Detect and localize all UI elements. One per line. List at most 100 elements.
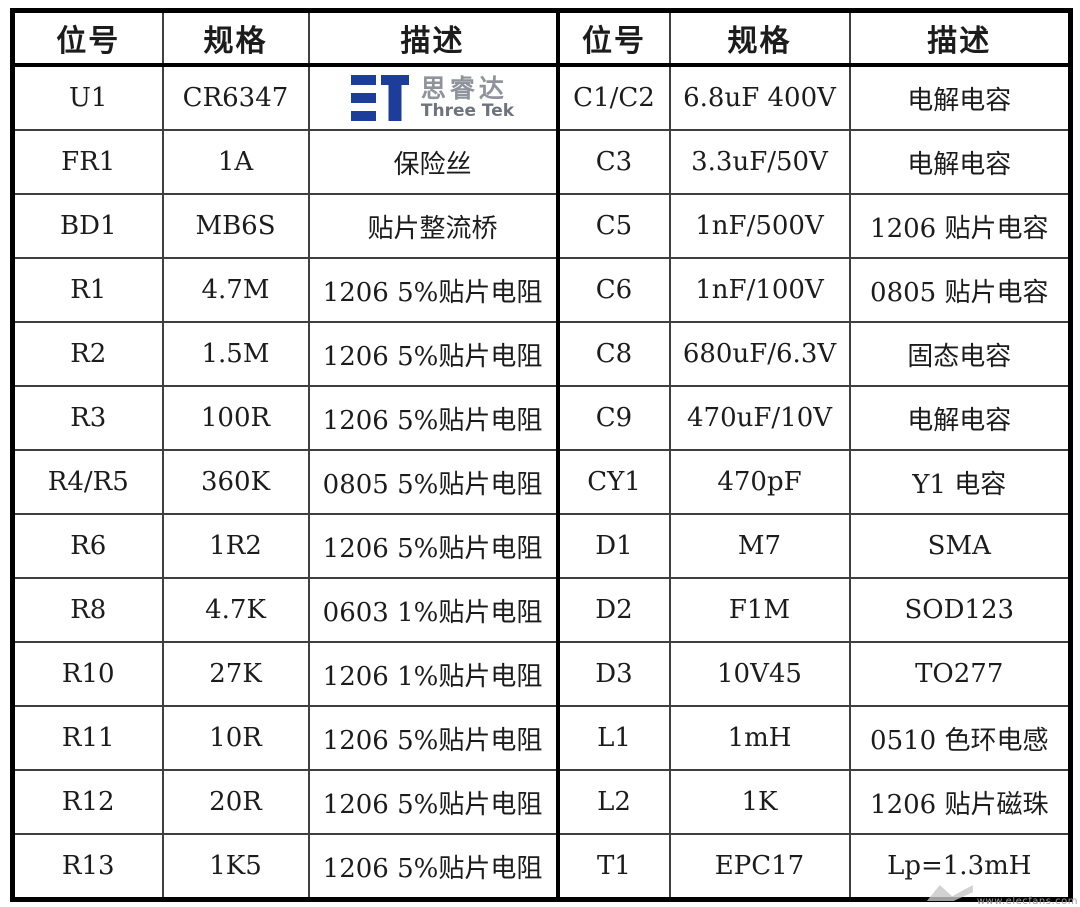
brand-name-cn: 思睿达 <box>420 74 508 103</box>
cell-designator: R4/R5 <box>11 449 164 515</box>
cell-spec: 3.3uF/50V <box>668 129 851 195</box>
logo-tee-stem <box>388 75 402 121</box>
cell-spec: F1M <box>668 577 851 643</box>
cell-spec: 1K <box>668 769 851 835</box>
table-row: R10 27K 1206 1%贴片电阻 D3 10V45 TO277 <box>11 641 1072 707</box>
col-header-description-left: 描述 <box>307 9 559 67</box>
table-row: FR1 1A 保险丝 C3 3.3uF/50V 电解电容 <box>11 129 1072 195</box>
cell-designator: U1 <box>11 64 164 131</box>
col-header-spec-right: 规格 <box>668 9 851 67</box>
watermark-text: www.elecfans.com <box>976 896 1078 907</box>
table-row: U1 CR6347 思睿达 Three Tek C1/C2 6.8uF 400V 电解… <box>11 64 1072 131</box>
cell-designator: D3 <box>555 641 671 707</box>
cell-designator: C1/C2 <box>555 64 671 131</box>
cell-spec: 10R <box>161 705 310 771</box>
logo-tee <box>380 75 409 121</box>
cell-spec: 1nF/500V <box>668 193 851 259</box>
header-row: 位号 规格 描述 位号 规格 描述 <box>11 9 1072 67</box>
cell-spec: CR6347 <box>161 64 310 131</box>
cell-description: 固态电容 <box>848 321 1072 387</box>
watermark-logo-shape <box>926 885 973 901</box>
cell-designator: T1 <box>555 833 671 901</box>
table-row: R11 10R 1206 5%贴片电阻 L1 1mH 0510 色环电感 <box>11 705 1072 771</box>
col-header-designator-left: 位号 <box>11 9 164 67</box>
cell-designator: D2 <box>555 577 671 643</box>
cell-designator: C6 <box>555 257 671 323</box>
cell-designator: R2 <box>11 321 164 387</box>
cell-spec: 4.7M <box>161 257 310 323</box>
table-row: R12 20R 1206 5%贴片电阻 L2 1K 1206 贴片磁珠 <box>11 769 1072 835</box>
cell-spec: 470pF <box>668 449 851 515</box>
threetek-logo-text: 思睿达 Three Tek <box>421 76 514 120</box>
cell-description: 1206 5%贴片电阻 <box>307 705 559 771</box>
cell-designator: C3 <box>555 129 671 195</box>
cell-designator: R10 <box>11 641 164 707</box>
cell-description: 电解电容 <box>848 129 1072 195</box>
cell-spec: 1.5M <box>161 321 310 387</box>
table-row: R4/R5 360K 0805 5%贴片电阻 CY1 470pF Y1 电容 <box>11 449 1072 515</box>
cell-description: Y1 电容 <box>848 449 1072 515</box>
cell-designator: BD1 <box>11 193 164 259</box>
cell-spec: 6.8uF 400V <box>668 64 851 131</box>
cell-spec: EPC17 <box>668 833 851 901</box>
cell-designator: CY1 <box>555 449 671 515</box>
brand-name-en: Three Tek <box>420 101 515 121</box>
cell-designator: D1 <box>555 513 671 579</box>
cell-description: 0510 色环电感 <box>848 705 1072 771</box>
col-header-spec-left: 规格 <box>161 9 310 67</box>
bom-table: 位号 规格 描述 位号 规格 描述 U1 CR6347 思睿达 Three Tek <box>10 8 1073 902</box>
threetek-logo: 思睿达 Three Tek <box>314 75 552 121</box>
cell-spec: 1mH <box>668 705 851 771</box>
table-row: R13 1K5 1206 5%贴片电阻 T1 EPC17 Lp=1.3mH <box>11 833 1072 901</box>
cell-description: SOD123 <box>848 577 1072 643</box>
cell-description: SMA <box>848 513 1072 579</box>
cell-description: 1206 5%贴片电阻 <box>307 833 559 901</box>
table-row: R2 1.5M 1206 5%贴片电阻 C8 680uF/6.3V 固态电容 <box>11 321 1072 387</box>
cell-description: 贴片整流桥 <box>307 193 559 259</box>
cell-description: Lp=1.3mH <box>848 833 1072 901</box>
cell-description: 0805 贴片电容 <box>848 257 1072 323</box>
cell-description: 1206 5%贴片电阻 <box>307 769 559 835</box>
cell-spec: 10V45 <box>668 641 851 707</box>
cell-spec: 680uF/6.3V <box>668 321 851 387</box>
cell-spec: 100R <box>161 385 310 451</box>
cell-description: 0603 1%贴片电阻 <box>307 577 559 643</box>
cell-description: 1206 5%贴片电阻 <box>307 385 559 451</box>
cell-description: 思睿达 Three Tek <box>307 64 559 131</box>
col-header-designator-right: 位号 <box>555 9 671 67</box>
cell-description: 1206 1%贴片电阻 <box>307 641 559 707</box>
cell-spec: M7 <box>668 513 851 579</box>
cell-spec: 27K <box>161 641 310 707</box>
cell-spec: 470uF/10V <box>668 385 851 451</box>
cell-spec: 1K5 <box>161 833 310 901</box>
cell-description: 1206 贴片磁珠 <box>848 769 1072 835</box>
cell-description: 保险丝 <box>307 129 559 195</box>
cell-designator: R1 <box>11 257 164 323</box>
cell-description: 1206 5%贴片电阻 <box>307 321 559 387</box>
cell-description: 1206 贴片电容 <box>848 193 1072 259</box>
cell-spec: 360K <box>161 449 310 515</box>
cell-designator: R12 <box>11 769 164 835</box>
cell-description: 电解电容 <box>848 64 1072 131</box>
logo-bar <box>350 93 376 103</box>
logo-bar <box>350 111 376 121</box>
cell-spec: 1nF/100V <box>668 257 851 323</box>
threetek-logo-icon <box>350 75 409 121</box>
table-row: R8 4.7K 0603 1%贴片电阻 D2 F1M SOD123 <box>11 577 1072 643</box>
cell-description: 0805 5%贴片电阻 <box>307 449 559 515</box>
cell-designator: FR1 <box>11 129 164 195</box>
cell-designator: L2 <box>555 769 671 835</box>
cell-description: 1206 5%贴片电阻 <box>307 257 559 323</box>
cell-spec: 4.7K <box>161 577 310 643</box>
cell-designator: R8 <box>11 577 164 643</box>
watermark: www.elecfans.com <box>926 885 1078 907</box>
table-row: BD1 MB6S 贴片整流桥 C5 1nF/500V 1206 贴片电容 <box>11 193 1072 259</box>
cell-designator: C8 <box>555 321 671 387</box>
table-row: R3 100R 1206 5%贴片电阻 C9 470uF/10V 电解电容 <box>11 385 1072 451</box>
table-row: R6 1R2 1206 5%贴片电阻 D1 M7 SMA <box>11 513 1072 579</box>
cell-designator: C9 <box>555 385 671 451</box>
cell-spec: 20R <box>161 769 310 835</box>
cell-designator: C5 <box>555 193 671 259</box>
cell-description: TO277 <box>848 641 1072 707</box>
